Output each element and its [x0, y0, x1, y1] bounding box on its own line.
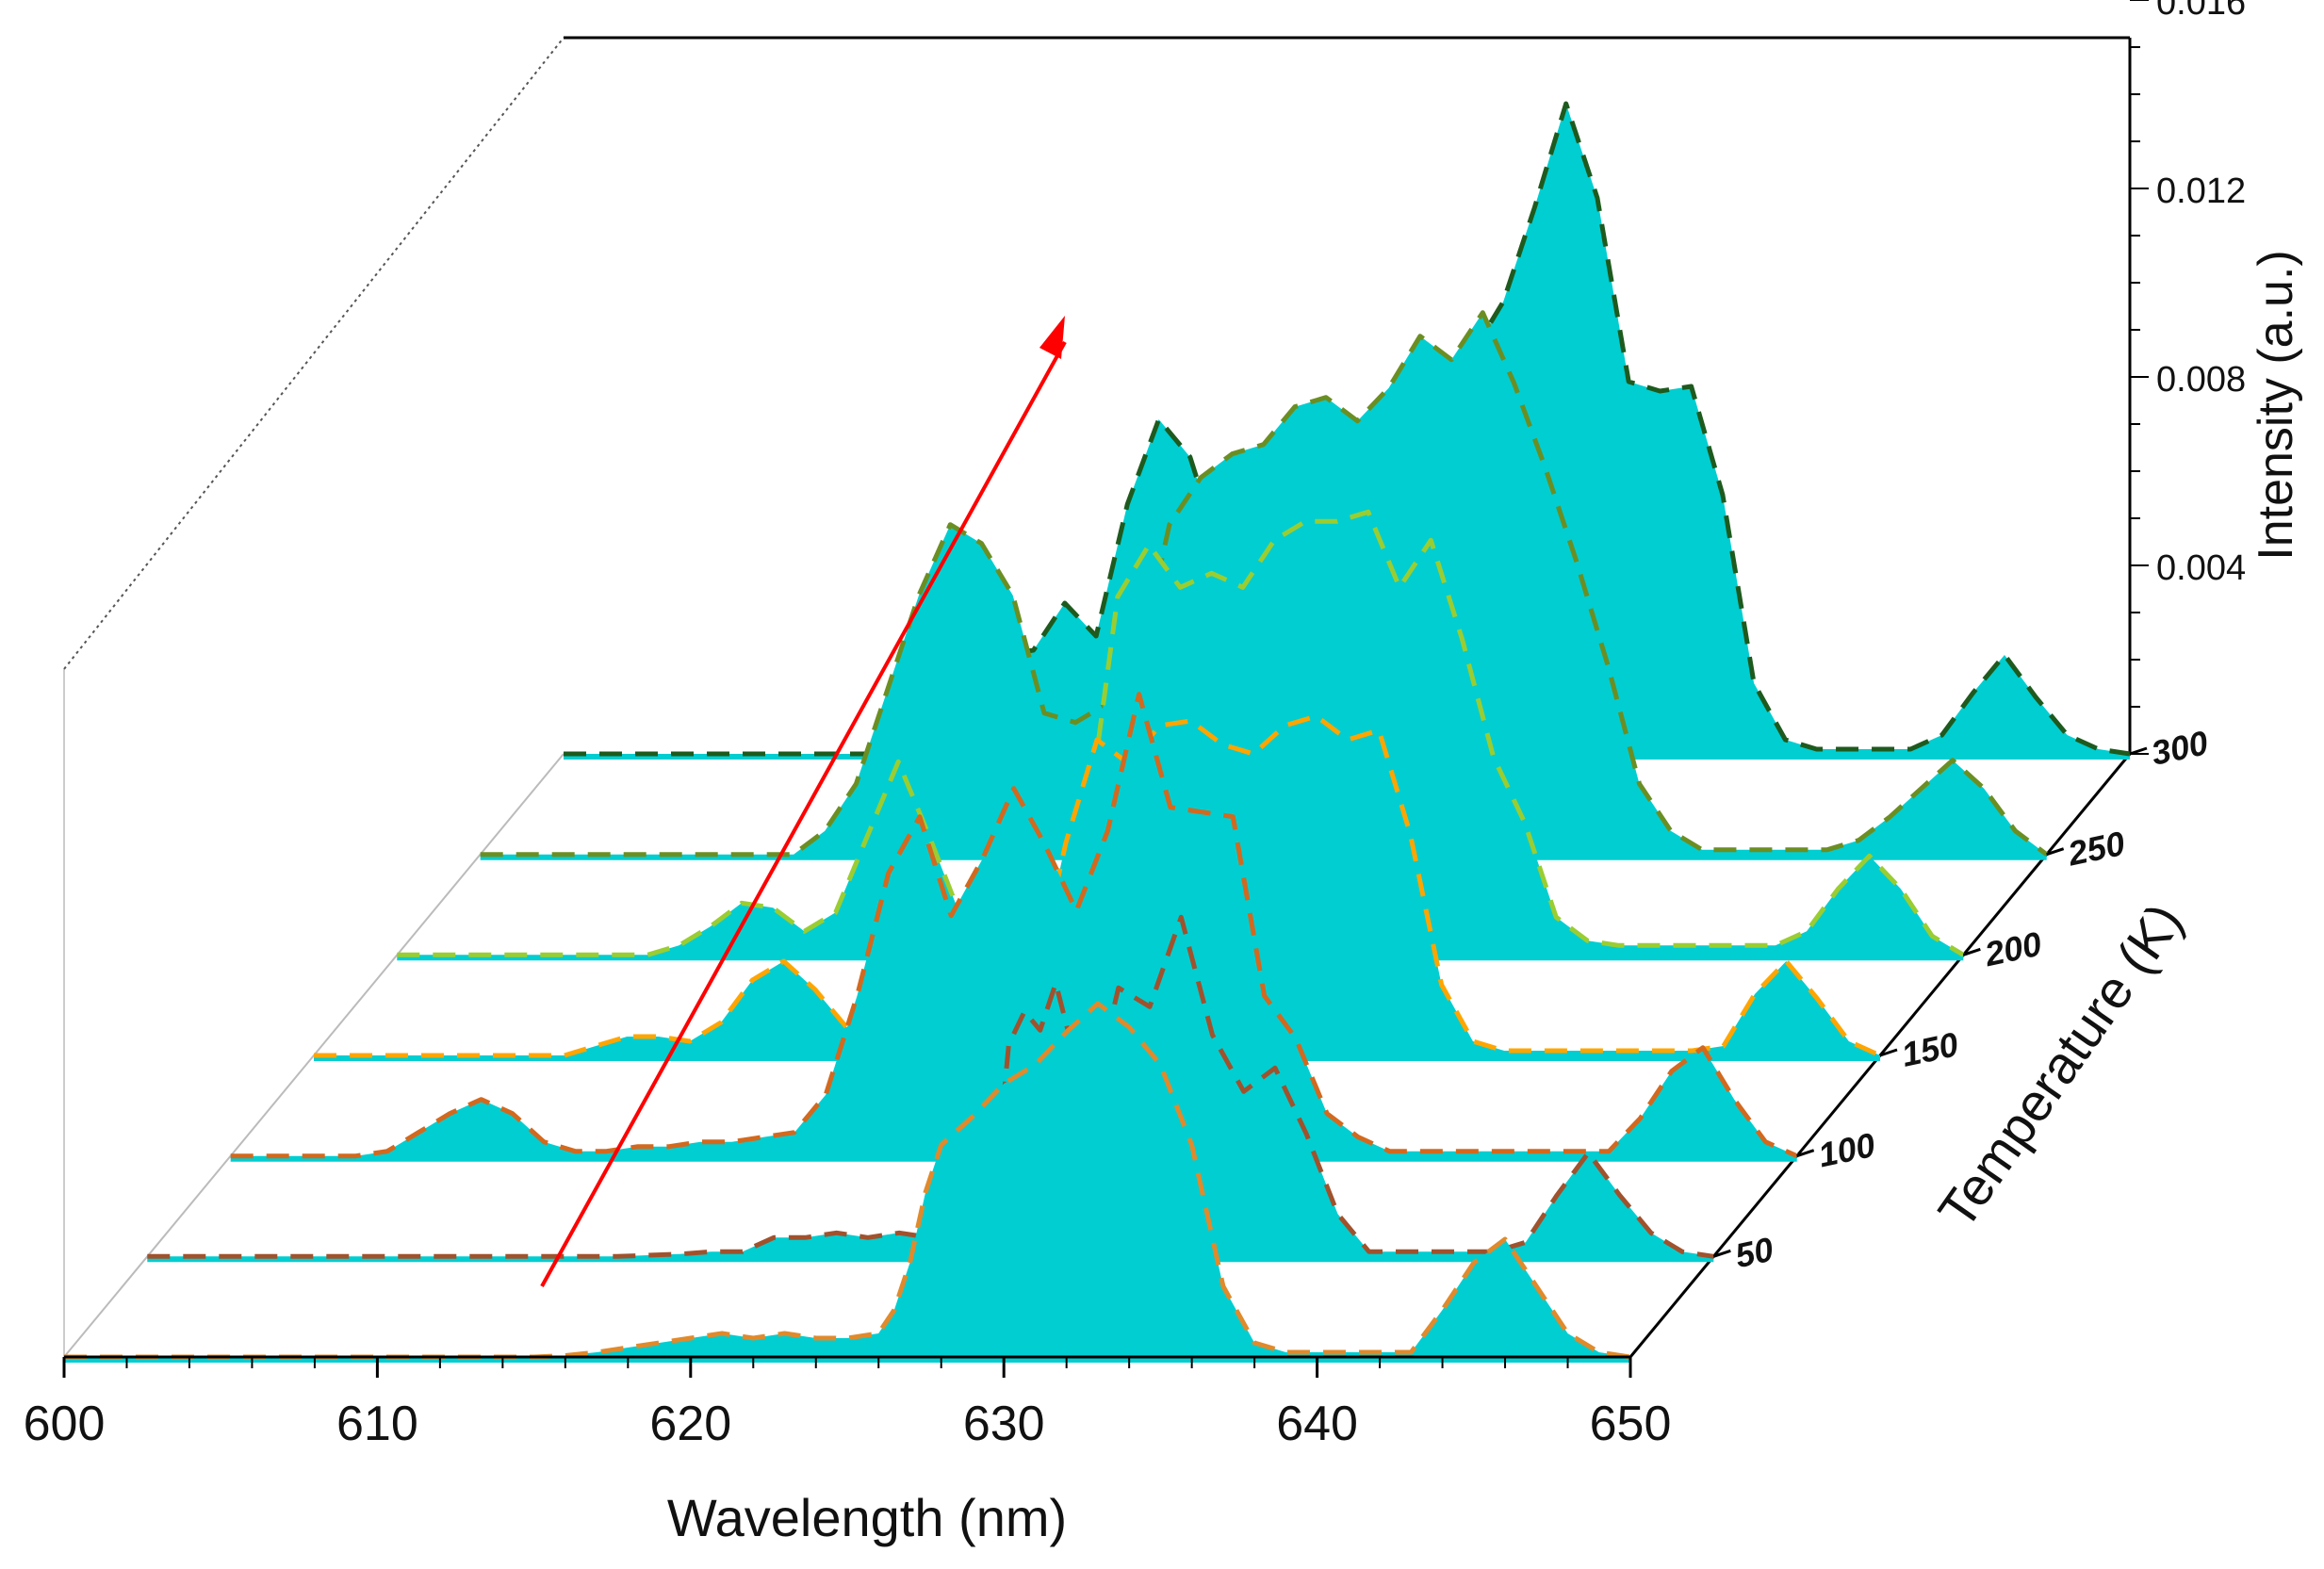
x-tick-label: 650	[1590, 1397, 1672, 1451]
spectrum-line	[64, 1001, 1631, 1360]
trend-arrow-shaft	[540, 341, 1067, 1287]
spectrum-fill	[230, 694, 1797, 1162]
z-tick-label: 100	[1815, 1125, 1878, 1175]
x-axis-title: Wavelength (nm)	[667, 1488, 1067, 1547]
z-tick	[1796, 1149, 1815, 1158]
y-tick-label: 0.016	[2156, 0, 2246, 23]
spectrum-fill	[147, 917, 1714, 1263]
z-tick	[1879, 1048, 1898, 1057]
spectrum-line	[480, 310, 2049, 858]
y-tick-label: 0.012	[2156, 172, 2246, 211]
z-tick	[1712, 1249, 1731, 1258]
trend-arrow	[540, 316, 1067, 1287]
z-tick-label: 150	[1898, 1024, 1961, 1074]
spectrum-fill	[64, 1004, 1630, 1363]
y-tick-label: 0.004	[2156, 548, 2246, 588]
spectrum-line	[397, 509, 1965, 957]
z-tick	[1962, 947, 1981, 956]
x-tick-label: 610	[336, 1397, 418, 1451]
z-tick	[2129, 746, 2148, 756]
z-tick-label: 50	[1731, 1230, 1776, 1275]
spectrum-line	[314, 713, 1882, 1058]
spectrum-line	[230, 692, 1798, 1159]
z-tick	[2046, 847, 2065, 857]
x-tick-label: 600	[24, 1397, 106, 1451]
y-tick-label: 0.008	[2156, 360, 2246, 400]
z-tick-label: 300	[2148, 723, 2211, 773]
trend-arrow-head	[1039, 316, 1065, 359]
z-axis-title: Temperature (K)	[1926, 892, 2194, 1239]
z-tick-label: 250	[2064, 824, 2128, 874]
y-axis-title: Intensity (a.u.)	[2249, 250, 2303, 560]
x-tick-label: 630	[963, 1397, 1045, 1451]
series-layer	[64, 101, 2131, 1363]
spectrum-line	[564, 101, 2131, 757]
x-tick-label: 640	[1276, 1397, 1358, 1451]
z-tick-label: 200	[1980, 924, 2044, 974]
top-depth-edge	[63, 37, 565, 670]
x-tick-label: 620	[649, 1397, 731, 1451]
